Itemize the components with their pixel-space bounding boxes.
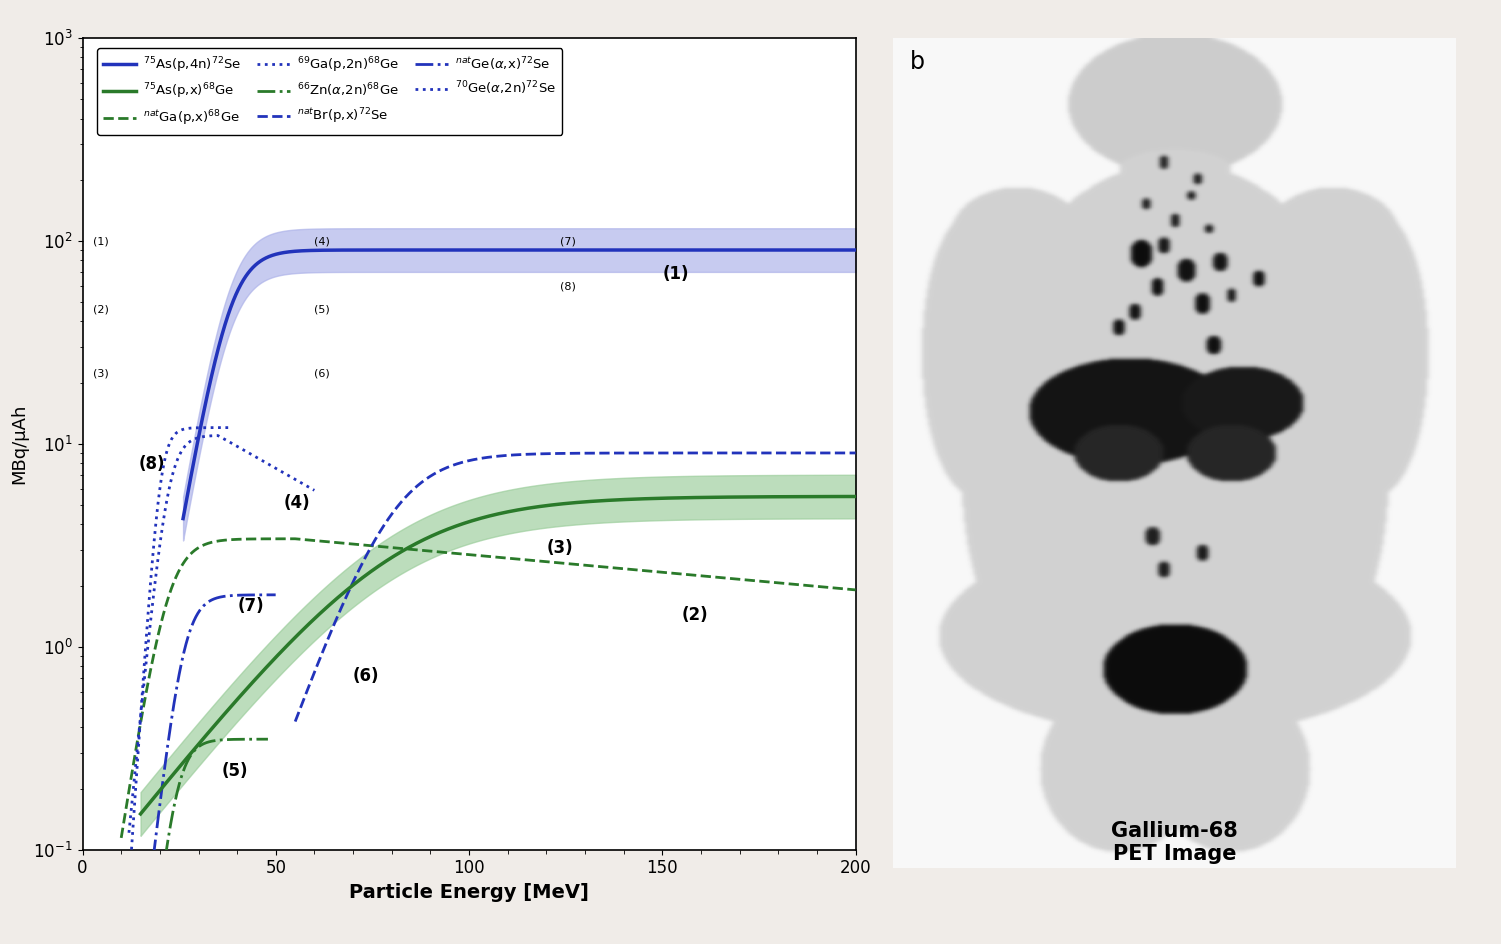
Text: (8): (8) (560, 281, 576, 292)
Text: (3): (3) (93, 369, 108, 379)
Text: (6): (6) (315, 369, 330, 379)
Text: (7): (7) (237, 597, 264, 615)
Text: (3): (3) (546, 539, 573, 557)
Text: (1): (1) (662, 264, 689, 282)
Text: (8): (8) (138, 455, 165, 473)
Text: (2): (2) (681, 606, 708, 624)
Text: (7): (7) (560, 237, 576, 246)
Text: (4): (4) (284, 495, 311, 513)
Text: (4): (4) (315, 237, 330, 246)
Legend: $^{75}$As(p,4n)$^{72}$Se, $^{75}$As(p,x)$^{68}$Ge, $^{nat}$Ga(p,x)$^{68}$Ge, $^{: $^{75}$As(p,4n)$^{72}$Se, $^{75}$As(p,x)… (98, 48, 563, 135)
Text: b: b (910, 50, 925, 75)
Text: (2): (2) (93, 304, 108, 314)
Text: (5): (5) (222, 762, 248, 780)
Text: (1): (1) (93, 237, 108, 246)
Text: Gallium-68
PET Image: Gallium-68 PET Image (1111, 821, 1238, 865)
Text: (6): (6) (353, 666, 380, 684)
Y-axis label: MBq/μAh: MBq/μAh (11, 403, 29, 484)
X-axis label: Particle Energy [MeV]: Particle Energy [MeV] (350, 883, 588, 902)
Text: (5): (5) (315, 304, 330, 314)
